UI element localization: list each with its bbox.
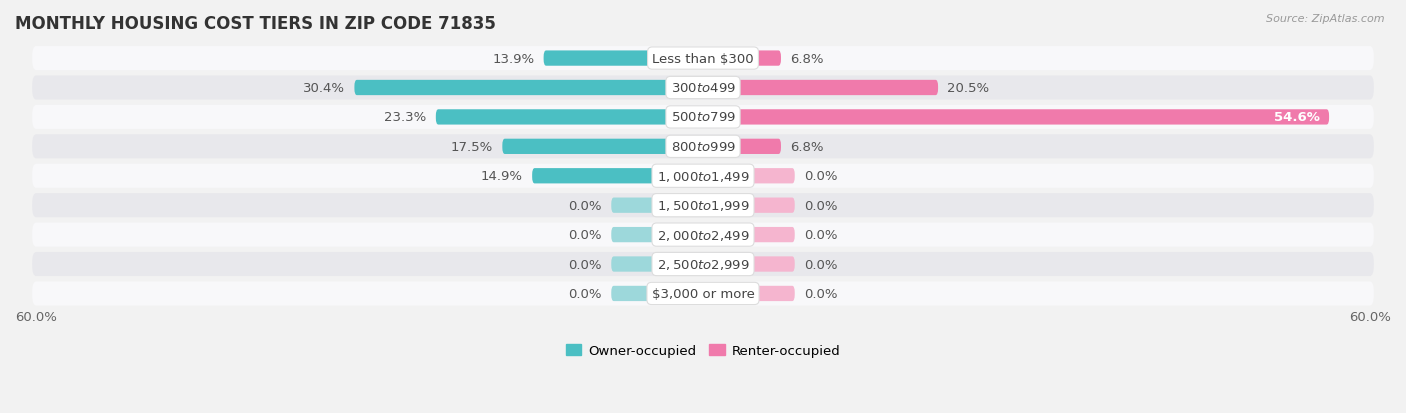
Text: Less than $300: Less than $300 [652,52,754,65]
Text: $1,500 to $1,999: $1,500 to $1,999 [657,199,749,213]
FancyBboxPatch shape [354,81,703,96]
Text: $2,000 to $2,499: $2,000 to $2,499 [657,228,749,242]
FancyBboxPatch shape [32,106,1374,130]
Text: $2,500 to $2,999: $2,500 to $2,999 [657,257,749,271]
FancyBboxPatch shape [703,228,794,243]
Text: $1,000 to $1,499: $1,000 to $1,499 [657,169,749,183]
Text: 23.3%: 23.3% [384,111,426,124]
Text: 60.0%: 60.0% [15,310,56,323]
FancyBboxPatch shape [612,257,703,272]
Text: $300 to $499: $300 to $499 [671,82,735,95]
FancyBboxPatch shape [32,194,1374,218]
Text: 0.0%: 0.0% [804,199,838,212]
Text: 0.0%: 0.0% [568,287,602,300]
Text: 0.0%: 0.0% [568,199,602,212]
Legend: Owner-occupied, Renter-occupied: Owner-occupied, Renter-occupied [560,339,846,362]
Text: 0.0%: 0.0% [568,258,602,271]
FancyBboxPatch shape [703,198,794,213]
FancyBboxPatch shape [703,81,938,96]
Text: 0.0%: 0.0% [804,170,838,183]
Text: 0.0%: 0.0% [568,228,602,242]
FancyBboxPatch shape [703,110,1329,125]
Text: $3,000 or more: $3,000 or more [651,287,755,300]
FancyBboxPatch shape [32,282,1374,306]
Text: 0.0%: 0.0% [804,287,838,300]
Text: 13.9%: 13.9% [492,52,534,65]
Text: 6.8%: 6.8% [790,140,824,154]
FancyBboxPatch shape [32,164,1374,188]
FancyBboxPatch shape [531,169,703,184]
FancyBboxPatch shape [703,257,794,272]
FancyBboxPatch shape [436,110,703,125]
Text: 14.9%: 14.9% [481,170,523,183]
Text: 0.0%: 0.0% [804,228,838,242]
FancyBboxPatch shape [612,198,703,213]
Text: Source: ZipAtlas.com: Source: ZipAtlas.com [1267,14,1385,24]
FancyBboxPatch shape [32,252,1374,276]
FancyBboxPatch shape [703,286,794,301]
FancyBboxPatch shape [612,286,703,301]
FancyBboxPatch shape [32,47,1374,71]
FancyBboxPatch shape [703,169,794,184]
FancyBboxPatch shape [502,139,703,154]
FancyBboxPatch shape [32,76,1374,100]
FancyBboxPatch shape [32,223,1374,247]
Text: $500 to $799: $500 to $799 [671,111,735,124]
FancyBboxPatch shape [703,51,780,66]
FancyBboxPatch shape [703,139,780,154]
FancyBboxPatch shape [612,228,703,243]
Text: 0.0%: 0.0% [804,258,838,271]
Text: 17.5%: 17.5% [451,140,494,154]
Text: MONTHLY HOUSING COST TIERS IN ZIP CODE 71835: MONTHLY HOUSING COST TIERS IN ZIP CODE 7… [15,15,496,33]
Text: $800 to $999: $800 to $999 [671,140,735,154]
FancyBboxPatch shape [32,135,1374,159]
Text: 60.0%: 60.0% [1350,310,1391,323]
Text: 6.8%: 6.8% [790,52,824,65]
FancyBboxPatch shape [544,51,703,66]
Text: 30.4%: 30.4% [304,82,346,95]
Text: 54.6%: 54.6% [1274,111,1320,124]
Text: 20.5%: 20.5% [948,82,990,95]
